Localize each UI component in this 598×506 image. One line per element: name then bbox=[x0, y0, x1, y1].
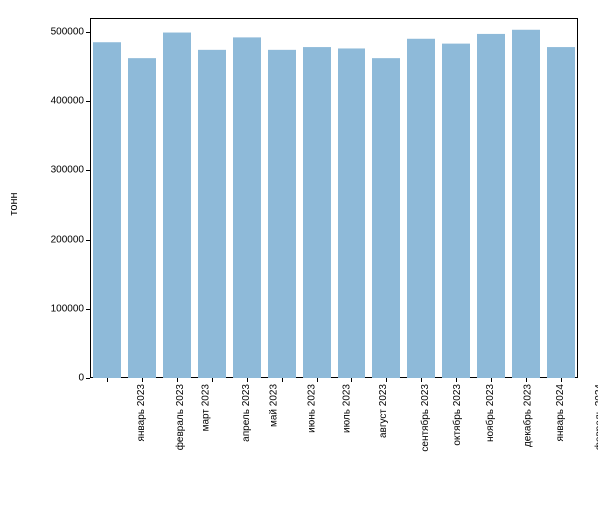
bar bbox=[93, 42, 121, 378]
xtick-mark bbox=[282, 378, 283, 382]
bar bbox=[372, 58, 400, 378]
xtick-label: февраль 2024 bbox=[594, 384, 598, 450]
xtick-mark bbox=[212, 378, 213, 382]
bar bbox=[128, 58, 156, 378]
bar bbox=[338, 48, 366, 378]
xtick-label: июль 2023 bbox=[341, 384, 352, 433]
ytick-label: 300000 bbox=[51, 165, 90, 176]
xtick-mark bbox=[177, 378, 178, 382]
bar-slot bbox=[264, 18, 299, 378]
bar bbox=[268, 50, 296, 378]
xtick-mark bbox=[386, 378, 387, 382]
ytick-label: 500000 bbox=[51, 26, 90, 37]
xtick-label: май 2023 bbox=[268, 384, 279, 427]
bar-slot bbox=[543, 18, 578, 378]
xtick-mark bbox=[456, 378, 457, 382]
xtick-mark bbox=[421, 378, 422, 382]
xtick-mark bbox=[107, 378, 108, 382]
bar bbox=[303, 47, 331, 378]
bar bbox=[163, 33, 191, 378]
bar-slot bbox=[334, 18, 369, 378]
xtick-label: ноябрь 2023 bbox=[485, 384, 496, 442]
xtick-label: август 2023 bbox=[378, 384, 389, 438]
ytick-label: 200000 bbox=[51, 234, 90, 245]
bar bbox=[233, 37, 261, 378]
plot-area: 0100000200000300000400000500000январь 20… bbox=[90, 18, 578, 378]
bar bbox=[512, 30, 540, 378]
xtick-label: февраль 2023 bbox=[175, 384, 186, 450]
ytick-label: 0 bbox=[78, 373, 90, 384]
bar-slot bbox=[508, 18, 543, 378]
ytick-label: 100000 bbox=[51, 303, 90, 314]
xtick-label: декабрь 2023 bbox=[522, 384, 533, 447]
bar-slot bbox=[473, 18, 508, 378]
bar bbox=[407, 39, 435, 378]
bar bbox=[198, 50, 226, 378]
bar-slot bbox=[195, 18, 230, 378]
bar-slot bbox=[299, 18, 334, 378]
bar bbox=[477, 34, 505, 378]
bar-slot bbox=[160, 18, 195, 378]
xtick-label: июнь 2023 bbox=[306, 384, 317, 433]
xtick-mark bbox=[491, 378, 492, 382]
xtick-mark bbox=[142, 378, 143, 382]
xtick-label: сентябрь 2023 bbox=[420, 384, 431, 452]
bar-slot bbox=[404, 18, 439, 378]
bar-slot bbox=[369, 18, 404, 378]
bar-slot bbox=[439, 18, 474, 378]
xtick-mark bbox=[351, 378, 352, 382]
xtick-label: март 2023 bbox=[201, 384, 212, 431]
y-axis-label: тонн bbox=[8, 24, 20, 384]
xtick-mark bbox=[561, 378, 562, 382]
bar-slot bbox=[90, 18, 125, 378]
xtick-label: апрель 2023 bbox=[241, 384, 252, 442]
bar bbox=[442, 44, 470, 378]
xtick-label: январь 2023 bbox=[136, 384, 147, 442]
xtick-label: январь 2024 bbox=[554, 384, 565, 442]
bar-slot bbox=[125, 18, 160, 378]
bar-chart: тонн 0100000200000300000400000500000янва… bbox=[0, 0, 598, 506]
ytick-label: 400000 bbox=[51, 96, 90, 107]
bar bbox=[547, 47, 575, 378]
xtick-label: октябрь 2023 bbox=[452, 384, 463, 446]
bars-container bbox=[90, 18, 578, 378]
xtick-mark bbox=[247, 378, 248, 382]
xtick-mark bbox=[317, 378, 318, 382]
bar-slot bbox=[229, 18, 264, 378]
xtick-mark bbox=[526, 378, 527, 382]
